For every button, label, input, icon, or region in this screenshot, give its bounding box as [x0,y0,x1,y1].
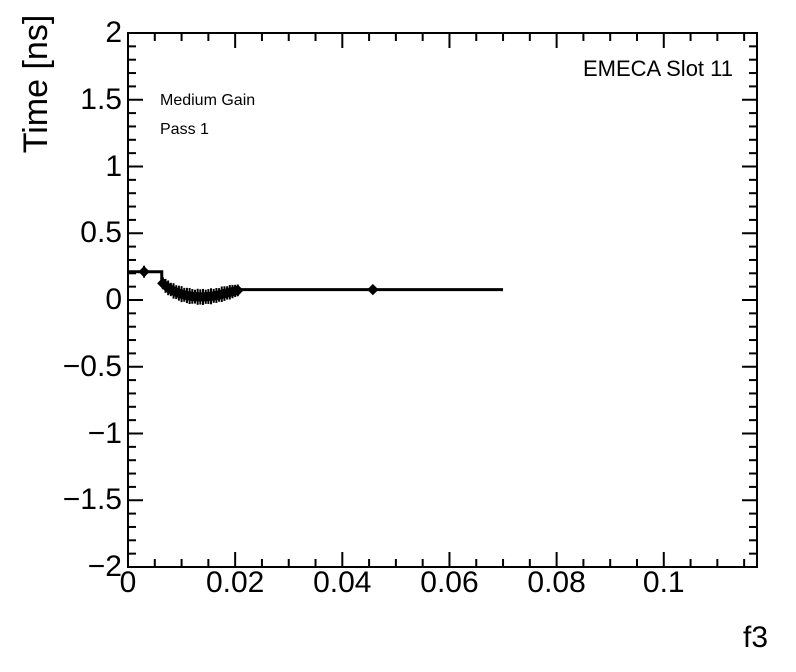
y-tick-label: −1 [87,416,122,450]
data-marker [367,283,379,296]
data-marker [232,284,244,297]
pass-label: Pass 1 [160,121,209,138]
x-tick-label: 0.04 [313,566,372,599]
x-tick-label: 0.06 [420,566,479,599]
y-tick-label: −0.5 [62,349,122,383]
y-axis-title: Time [ns] [17,14,55,154]
detector-label: EMECA Slot 11 [583,56,733,81]
x-axis-title: f3 [743,621,769,654]
x-tick-label: 0.1 [642,566,685,599]
y-tick-label: 1 [105,149,122,183]
gain-label: Medium Gain [160,92,256,109]
y-tick-label: 2 [105,16,122,49]
x-tick-label: 0 [119,566,137,599]
y-tick-label: −2 [87,550,122,583]
x-tick-label: 0.08 [527,566,586,599]
data-marker [138,265,150,278]
y-tick-label: 0 [105,283,122,316]
y-tick-label: 1.5 [80,82,122,116]
y-tick-label: −1.5 [62,483,122,517]
x-tick-label: 0.02 [205,566,265,599]
y-tick-label: 0.5 [80,216,122,250]
